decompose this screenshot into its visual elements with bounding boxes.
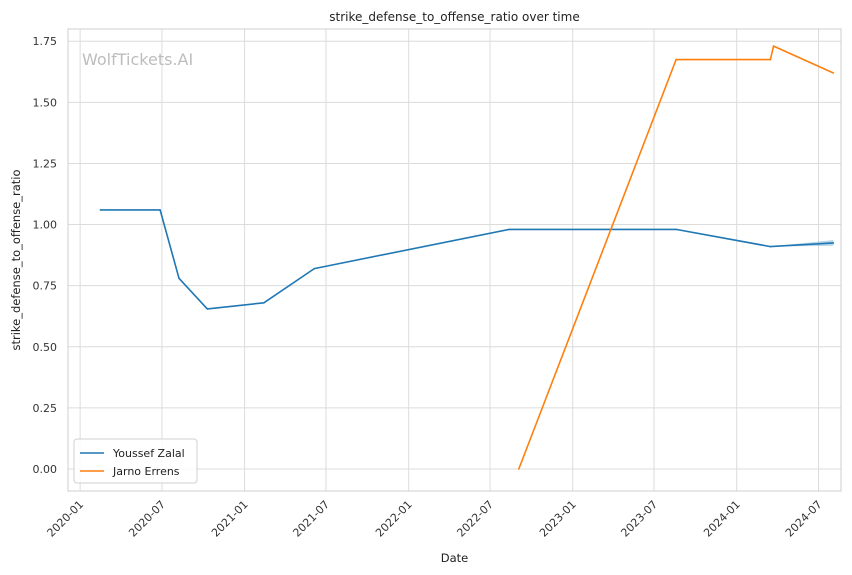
y-axis-ticks: 0.00 0.25 0.50 0.75 1.00 1.25 1.50 1.75 <box>33 35 58 476</box>
y-axis-label: strike_defense_to_offense_ratio <box>9 169 23 350</box>
y-tick-label: 0.75 <box>33 280 58 293</box>
data-point-jarno-errens <box>675 58 677 61</box>
data-point-youssef-zalal <box>832 242 835 244</box>
plot-area-frame <box>67 28 842 492</box>
legend-label-youssef-zalal: Youssef Zalal <box>112 447 185 460</box>
chart-title: strike_defense_to_offense_ratio over tim… <box>329 10 579 24</box>
y-tick-label: 0.25 <box>33 402 58 415</box>
data-point-jarno-errens <box>772 45 775 47</box>
legend-label-jarno-errens: Jarno Errens <box>112 465 180 478</box>
data-point-jarno-errens <box>769 58 772 61</box>
confidence-band-youssef-zalal <box>770 239 834 247</box>
data-point-jarno-errens <box>832 72 835 74</box>
y-tick-label: 1.75 <box>33 35 58 48</box>
data-point-youssef-zalal <box>508 228 511 231</box>
x-axis-label: Date <box>441 551 469 565</box>
data-point-jarno-errens <box>518 468 520 470</box>
data-point-youssef-zalal <box>313 267 316 270</box>
data-point-youssef-zalal <box>159 209 161 211</box>
y-tick-label: 0.00 <box>33 463 58 476</box>
data-point-youssef-zalal <box>769 245 772 248</box>
y-tick-label: 1.00 <box>33 219 58 232</box>
legend-box <box>73 438 198 484</box>
y-tick-label: 0.50 <box>33 341 58 354</box>
data-point-youssef-zalal <box>99 209 102 211</box>
data-point-youssef-zalal <box>263 302 265 304</box>
series-layer <box>99 45 835 470</box>
data-point-youssef-zalal <box>178 277 180 280</box>
series-line-youssef-zalal <box>100 209 834 310</box>
data-point-youssef-zalal <box>206 308 209 310</box>
watermark: WolfTickets.AI <box>82 50 193 69</box>
data-point-youssef-zalal <box>675 228 677 231</box>
legend: Youssef Zalal Jarno Errens <box>73 438 198 484</box>
y-tick-label: 1.25 <box>33 157 58 170</box>
y-tick-label: 1.50 <box>33 96 58 109</box>
